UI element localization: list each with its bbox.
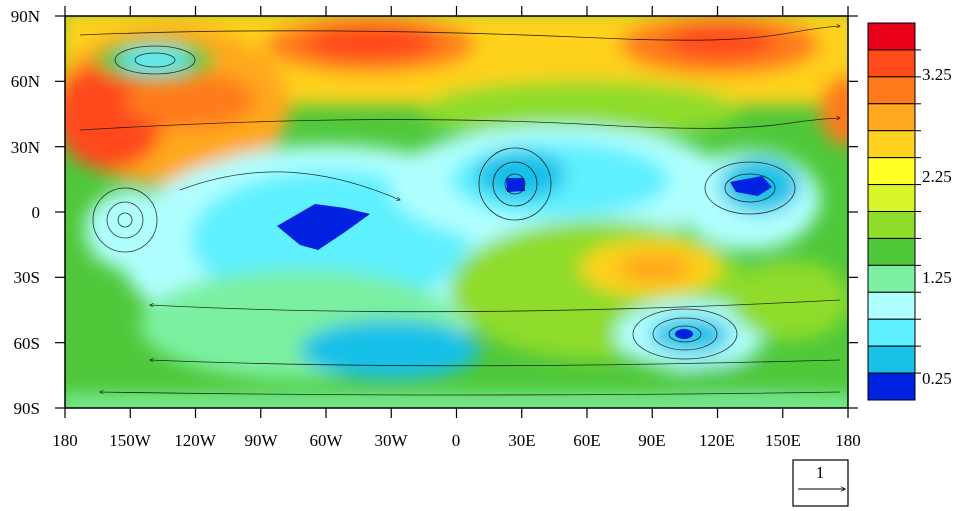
minimum-pacific — [730, 176, 772, 196]
lat-tick-label: 0 — [32, 203, 41, 222]
lat-tick-label: 90N — [11, 7, 40, 26]
lat-axis: 90N 60N 30N 0 30S 60S 90S — [11, 7, 40, 418]
lon-tick-label: 180 — [52, 431, 78, 450]
lon-tick-label: 90E — [638, 431, 665, 450]
reference-vector: 1 — [792, 459, 849, 507]
colorbar-box — [867, 130, 916, 159]
minimum-atlantic — [277, 204, 370, 250]
colorbar-box — [867, 211, 916, 239]
wind-vectors — [79, 26, 840, 396]
lon-tick-label: 90W — [244, 431, 278, 450]
lon-tick-label: 120W — [174, 431, 217, 450]
lon-tick-label: 120E — [699, 431, 735, 450]
shaded-field — [65, 16, 848, 408]
colorbar-box — [867, 76, 916, 105]
lon-tick-label: 30E — [508, 431, 535, 450]
colorbar-label: 0.25 — [922, 369, 952, 388]
colorbar-box — [867, 264, 916, 293]
reference-vector-box — [792, 459, 849, 507]
minimum-africa — [506, 178, 525, 192]
colorbar-box — [867, 49, 916, 78]
colorbar-box — [867, 22, 916, 51]
lon-tick-label: 150E — [765, 431, 801, 450]
colorbar-labels: 3.25 2.25 1.25 0.25 — [922, 65, 952, 388]
lon-tick-label: 60W — [309, 431, 343, 450]
colorbar — [867, 22, 921, 401]
colorbar-box — [867, 345, 916, 374]
lat-tick-label: 60N — [11, 72, 40, 91]
colorbar-label: 3.25 — [922, 65, 952, 84]
lon-tick-label: 0 — [452, 431, 461, 450]
lon-tick-label: 60E — [573, 431, 600, 450]
colorbar-box — [867, 372, 916, 401]
lat-tick-label: 30N — [11, 138, 40, 157]
colorbar-box — [867, 184, 916, 212]
reference-vector-label: 1 — [816, 463, 825, 482]
lon-tick-label: 150W — [109, 431, 152, 450]
lon-tick-label: 30W — [374, 431, 408, 450]
axis-ticks — [55, 6, 858, 418]
colorbar-box — [867, 103, 916, 132]
colorbar-label: 1.25 — [922, 268, 952, 287]
lat-tick-label: 30S — [14, 268, 40, 287]
colorbar-label: 2.25 — [922, 167, 952, 186]
colorbar-box — [867, 291, 916, 320]
colorbar-box — [867, 318, 916, 347]
lat-tick-label: 90S — [14, 399, 40, 418]
lon-axis: 180 150W 120W 90W 60W 30W 0 30E 60E 90E … — [52, 431, 861, 450]
colorbar-box — [867, 237, 916, 266]
colorbar-box — [867, 157, 916, 186]
lon-tick-label: 180 — [835, 431, 861, 450]
lat-tick-label: 60S — [14, 334, 40, 353]
minimum-south — [675, 329, 693, 339]
